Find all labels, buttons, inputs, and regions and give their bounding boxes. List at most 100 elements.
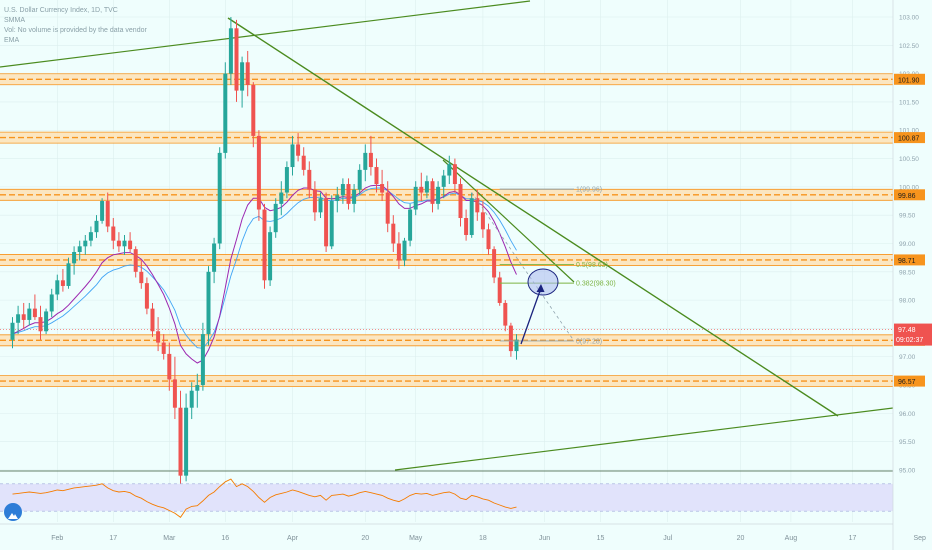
fib-level-label: 0.5(98.63)	[576, 262, 608, 269]
time-tick-label: 20	[737, 535, 745, 542]
candle-body	[346, 184, 351, 204]
candle-up	[77, 240, 82, 261]
candle-up	[268, 226, 273, 286]
time-tick-label: Jul	[663, 535, 672, 542]
time-tick-label: 15	[597, 535, 605, 542]
level-price-label: 99.86	[898, 193, 916, 200]
candle-body	[475, 198, 480, 213]
price-tick-label: 96.00	[899, 411, 916, 418]
candle-body	[105, 201, 110, 227]
candle-down	[324, 192, 329, 252]
candle-down	[60, 268, 65, 292]
candle-body	[497, 277, 502, 303]
candle-body	[301, 155, 306, 170]
candle-up	[55, 274, 60, 301]
legend-symbol: U.S. Dollar Currency Index, 1D, TVC	[4, 7, 118, 14]
candle-body	[436, 186, 441, 204]
level-price-tag	[894, 254, 925, 266]
candle-body	[83, 240, 88, 247]
candle-up	[217, 147, 222, 250]
time-tick-label: 17	[109, 535, 117, 542]
candle-down	[116, 232, 121, 252]
candle-body	[77, 246, 82, 252]
candle-body	[324, 198, 329, 247]
trendlines	[0, 0, 894, 471]
level-price-label: 100.87	[898, 136, 920, 143]
candle-body	[212, 243, 217, 272]
level-price-tag	[894, 189, 925, 201]
candle-body	[88, 232, 93, 241]
candle-down	[133, 246, 138, 278]
candle-down	[301, 147, 306, 176]
time-tick-label: 20	[361, 535, 369, 542]
candle-down	[139, 260, 144, 289]
candle-body	[486, 229, 491, 250]
candles	[10, 16, 519, 490]
candle-body	[206, 271, 211, 335]
candle-body	[234, 28, 239, 91]
fib-diagonal	[471, 192, 575, 342]
candle-up	[83, 235, 88, 255]
candle-body	[195, 385, 200, 391]
candle-body	[116, 240, 121, 247]
candle-up	[318, 192, 323, 219]
level-price-tag	[894, 132, 925, 144]
candle-up	[44, 308, 49, 335]
time-tick-label: 16	[221, 535, 229, 542]
fib-level-label: 0.382(98.30)	[576, 281, 616, 288]
candle-body	[503, 302, 508, 326]
candle-body	[128, 240, 133, 250]
candle-body	[419, 186, 424, 193]
candle-down	[452, 158, 457, 193]
candle-body	[480, 212, 485, 230]
upper-channel-trendline	[0, 0, 531, 68]
candle-body	[144, 283, 149, 309]
candle-down	[251, 82, 256, 148]
tradingview-logo-icon[interactable]	[4, 503, 22, 521]
candle-body	[44, 311, 49, 332]
candle-down	[256, 130, 261, 221]
candle-body	[184, 407, 189, 476]
candle-body	[441, 175, 446, 187]
candle-body	[469, 198, 474, 235]
candle-up	[94, 215, 99, 238]
candle-body	[133, 249, 138, 272]
candle-up	[184, 393, 189, 482]
candle-down	[458, 178, 463, 227]
candle-down	[396, 232, 401, 269]
time-tick-label: May	[409, 535, 423, 542]
candle-down	[464, 209, 469, 241]
price-tick-label: 102.50	[899, 43, 919, 50]
price-tick-label: 99.50	[899, 213, 916, 220]
candle-body	[16, 314, 21, 323]
candle-body	[391, 223, 396, 244]
candle-down	[307, 161, 312, 199]
price-axis-bg	[893, 0, 932, 550]
candle-down	[245, 50, 250, 97]
legend-ema: EMA	[4, 37, 20, 44]
candle-body	[374, 167, 379, 185]
candle-up	[469, 192, 474, 238]
candle-body	[318, 198, 323, 213]
candle-down	[492, 246, 497, 284]
candle-body	[38, 317, 43, 332]
candle-body	[290, 144, 295, 168]
candle-up	[447, 155, 452, 185]
time-tick-label: Apr	[287, 535, 299, 542]
candle-up	[212, 237, 217, 284]
candle-up	[195, 373, 200, 408]
candle-body	[413, 186, 418, 210]
candle-up	[329, 195, 334, 250]
candle-body	[228, 28, 233, 74]
candle-up	[66, 257, 71, 289]
candle-up	[240, 56, 245, 108]
candle-body	[122, 240, 127, 247]
candle-down	[430, 178, 435, 213]
candle-down	[172, 356, 177, 420]
candle-down	[374, 158, 379, 193]
price-tick-label: 101.50	[899, 99, 919, 106]
candle-up	[228, 16, 233, 85]
candle-up	[514, 334, 519, 360]
candle-down	[128, 232, 133, 252]
